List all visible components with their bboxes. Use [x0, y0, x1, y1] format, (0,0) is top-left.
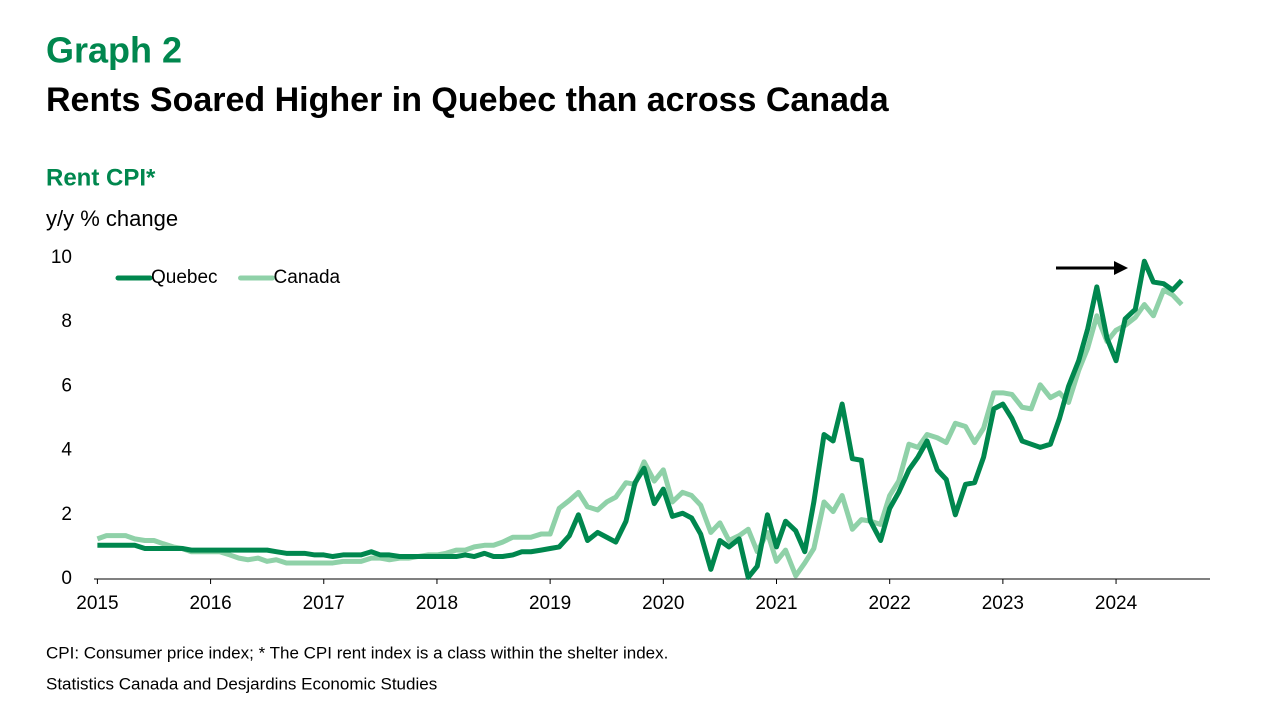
x-tick-label: 2023 [982, 593, 1024, 614]
y-tick-label: 0 [61, 568, 72, 589]
x-tick-label: 2024 [1095, 593, 1138, 614]
y-tick-label: 10 [51, 247, 72, 268]
chart-title: Rents Soared Higher in Quebec than acros… [46, 81, 890, 119]
series-line [97, 258, 1184, 580]
arrow-head [1114, 261, 1128, 275]
y-tick-label: 2 [61, 504, 72, 525]
arrow-annotation [1056, 261, 1128, 275]
x-tick-label: 2020 [642, 593, 684, 614]
legend-label: Quebec [151, 267, 218, 288]
x-tick-label: 2021 [755, 593, 797, 614]
x-tick-label: 2016 [189, 593, 231, 614]
x-tick-label: 2019 [529, 593, 571, 614]
x-tick-label: 2015 [76, 593, 118, 614]
graph-label: Graph 2 [46, 30, 182, 71]
y-tick-label: 6 [61, 375, 72, 396]
y-axis-label: y/y % change [46, 206, 178, 231]
x-tick-label: 2022 [869, 593, 911, 614]
x-tick-label: 2018 [416, 593, 458, 614]
y-tick-label: 4 [61, 440, 72, 461]
chart-subtitle: Rent CPI* [46, 164, 156, 191]
footnote: CPI: Consumer price index; * The CPI ren… [46, 643, 668, 662]
x-tick-label: 2017 [303, 593, 345, 614]
source: Statistics Canada and Desjardins Economi… [46, 674, 437, 693]
y-tick-label: 8 [61, 311, 72, 332]
legend-label: Canada [274, 267, 341, 288]
